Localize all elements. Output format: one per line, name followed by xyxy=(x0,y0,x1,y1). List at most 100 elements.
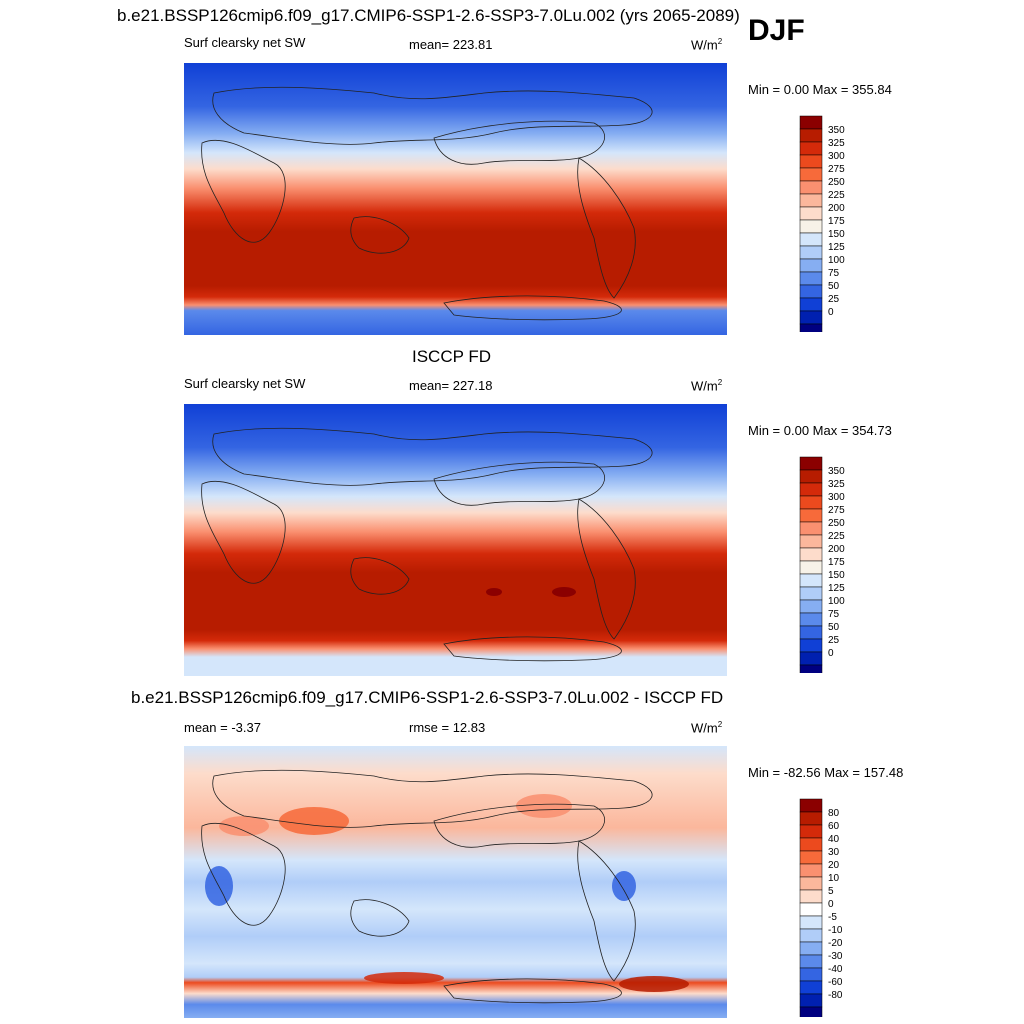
colorbar-tick-label: 350 xyxy=(828,125,845,136)
colorbar-tick-label: 100 xyxy=(828,596,845,607)
colorbar-swatch xyxy=(799,508,823,523)
colorbar-tick-label: 30 xyxy=(828,847,840,858)
colorbar-tick-label: 175 xyxy=(828,557,845,568)
panel1-mean: mean= 223.81 xyxy=(409,37,493,52)
colorbar-swatch xyxy=(799,876,823,891)
colorbar-swatch xyxy=(799,245,823,260)
colorbar-swatch xyxy=(799,323,823,332)
panel2-heading: ISCCP FD xyxy=(412,347,492,366)
colorbar-swatch xyxy=(799,664,823,673)
colorbar-swatch xyxy=(799,798,823,813)
colorbar-swatch xyxy=(799,941,823,956)
colorbar-tick-label: 300 xyxy=(828,151,845,162)
panel1-field xyxy=(184,63,727,335)
colorbar-swatch xyxy=(799,586,823,601)
colorbar-swatch xyxy=(799,902,823,917)
panel3-coastlines xyxy=(201,769,653,1004)
colorbar-tick-label: -60 xyxy=(828,977,843,988)
colorbar-swatch xyxy=(799,811,823,826)
colorbar-swatch xyxy=(799,469,823,484)
panel3-anomaly-patch xyxy=(612,871,636,901)
colorbar-swatch xyxy=(799,547,823,562)
colorbar-swatch xyxy=(799,495,823,510)
panel2-max-patch xyxy=(552,587,576,597)
panel2-units: W/m2 xyxy=(691,378,723,394)
panel3-field xyxy=(184,746,727,1018)
colorbar-swatch xyxy=(799,284,823,299)
colorbar-tick-label: 150 xyxy=(828,570,845,581)
colorbar-tick-label: 80 xyxy=(828,808,840,819)
panel3-anomaly-patch xyxy=(219,816,269,836)
colorbar-tick-label: 225 xyxy=(828,190,845,201)
colorbar-tick-label: 350 xyxy=(828,466,845,477)
colorbar-swatch xyxy=(799,954,823,969)
colorbar-swatch xyxy=(799,824,823,839)
colorbar-tick-label: 150 xyxy=(828,229,845,240)
colorbar-swatch xyxy=(799,271,823,286)
panel2-map xyxy=(184,404,727,676)
colorbar-swatch xyxy=(799,297,823,312)
colorbar-swatch xyxy=(799,599,823,614)
colorbar-tick-label: 175 xyxy=(828,216,845,227)
colorbar-swatch xyxy=(799,1006,823,1017)
colorbar-tick-label: 25 xyxy=(828,635,840,646)
panel3-map xyxy=(184,746,727,1018)
colorbar-swatch xyxy=(799,980,823,995)
panel3-minmax: Min = -82.56 Max = 157.48 xyxy=(748,765,904,780)
colorbar-tick-label: 250 xyxy=(828,177,845,188)
colorbar-swatch xyxy=(799,219,823,234)
colorbar-tick-label: 125 xyxy=(828,583,845,594)
colorbar-tick-label: -5 xyxy=(828,912,837,923)
panel1-variable: Surf clearsky net SW xyxy=(184,35,306,50)
colorbar-swatch xyxy=(799,206,823,221)
colorbar-tick-label: -20 xyxy=(828,938,843,949)
colorbar-swatch xyxy=(799,915,823,930)
colorbar-swatch xyxy=(799,863,823,878)
panel2-mean: mean= 227.18 xyxy=(409,378,493,393)
colorbar-swatch xyxy=(799,573,823,588)
colorbar-swatch xyxy=(799,258,823,273)
colorbar-tick-label: 25 xyxy=(828,294,840,305)
colorbar-swatch xyxy=(799,638,823,653)
panel1-units: W/m2 xyxy=(691,37,723,53)
panel3-heading: b.e21.BSSP126cmip6.f09_g17.CMIP6-SSP1-2.… xyxy=(131,688,724,707)
colorbar-swatch xyxy=(799,141,823,156)
colorbar-tick-label: 200 xyxy=(828,544,845,555)
colorbar-swatch xyxy=(799,482,823,497)
colorbar-tick-label: 325 xyxy=(828,138,845,149)
colorbar-swatch xyxy=(799,154,823,169)
colorbar-tick-label: 60 xyxy=(828,821,840,832)
panel3-anomaly-patch xyxy=(364,972,444,984)
colorbar-tick-label: 50 xyxy=(828,622,840,633)
colorbar-swatch xyxy=(799,625,823,640)
panel1-minmax: Min = 0.00 Max = 355.84 xyxy=(748,82,892,97)
colorbar-tick-label: 50 xyxy=(828,281,840,292)
colorbar-swatch xyxy=(799,850,823,865)
colorbar-swatch xyxy=(799,128,823,143)
panel1-coastlines xyxy=(201,86,653,321)
colorbar-tick-label: 0 xyxy=(828,307,834,318)
colorbar-tick-label: 75 xyxy=(828,609,840,620)
colorbar-tick-label: -80 xyxy=(828,990,843,1001)
colorbar-tick-label: -30 xyxy=(828,951,843,962)
panel3-colorbar: 80 60 40 30 20 10 5 0 -5 -10 -20 -30 -40 -60 -80 xyxy=(799,798,843,1017)
colorbar-tick-label: 0 xyxy=(828,899,834,910)
colorbar-swatch xyxy=(799,612,823,627)
colorbar-tick-label: 20 xyxy=(828,860,840,871)
panel1-map xyxy=(184,63,727,335)
colorbar-swatch xyxy=(799,193,823,208)
panel3-rmse: rmse = 12.83 xyxy=(409,720,486,735)
season-label: DJF xyxy=(748,14,805,47)
colorbar-swatch xyxy=(799,928,823,943)
colorbar-tick-label: -10 xyxy=(828,925,843,936)
colorbar-swatch xyxy=(799,651,823,666)
colorbar-swatch xyxy=(799,534,823,549)
colorbar-swatch xyxy=(799,167,823,182)
colorbar-tick-label: 325 xyxy=(828,479,845,490)
panel2-minmax: Min = 0.00 Max = 354.73 xyxy=(748,423,892,438)
panel3-anomaly-patch xyxy=(619,976,689,992)
colorbar-swatch xyxy=(799,180,823,195)
panel3-anomaly-patch xyxy=(279,807,349,835)
